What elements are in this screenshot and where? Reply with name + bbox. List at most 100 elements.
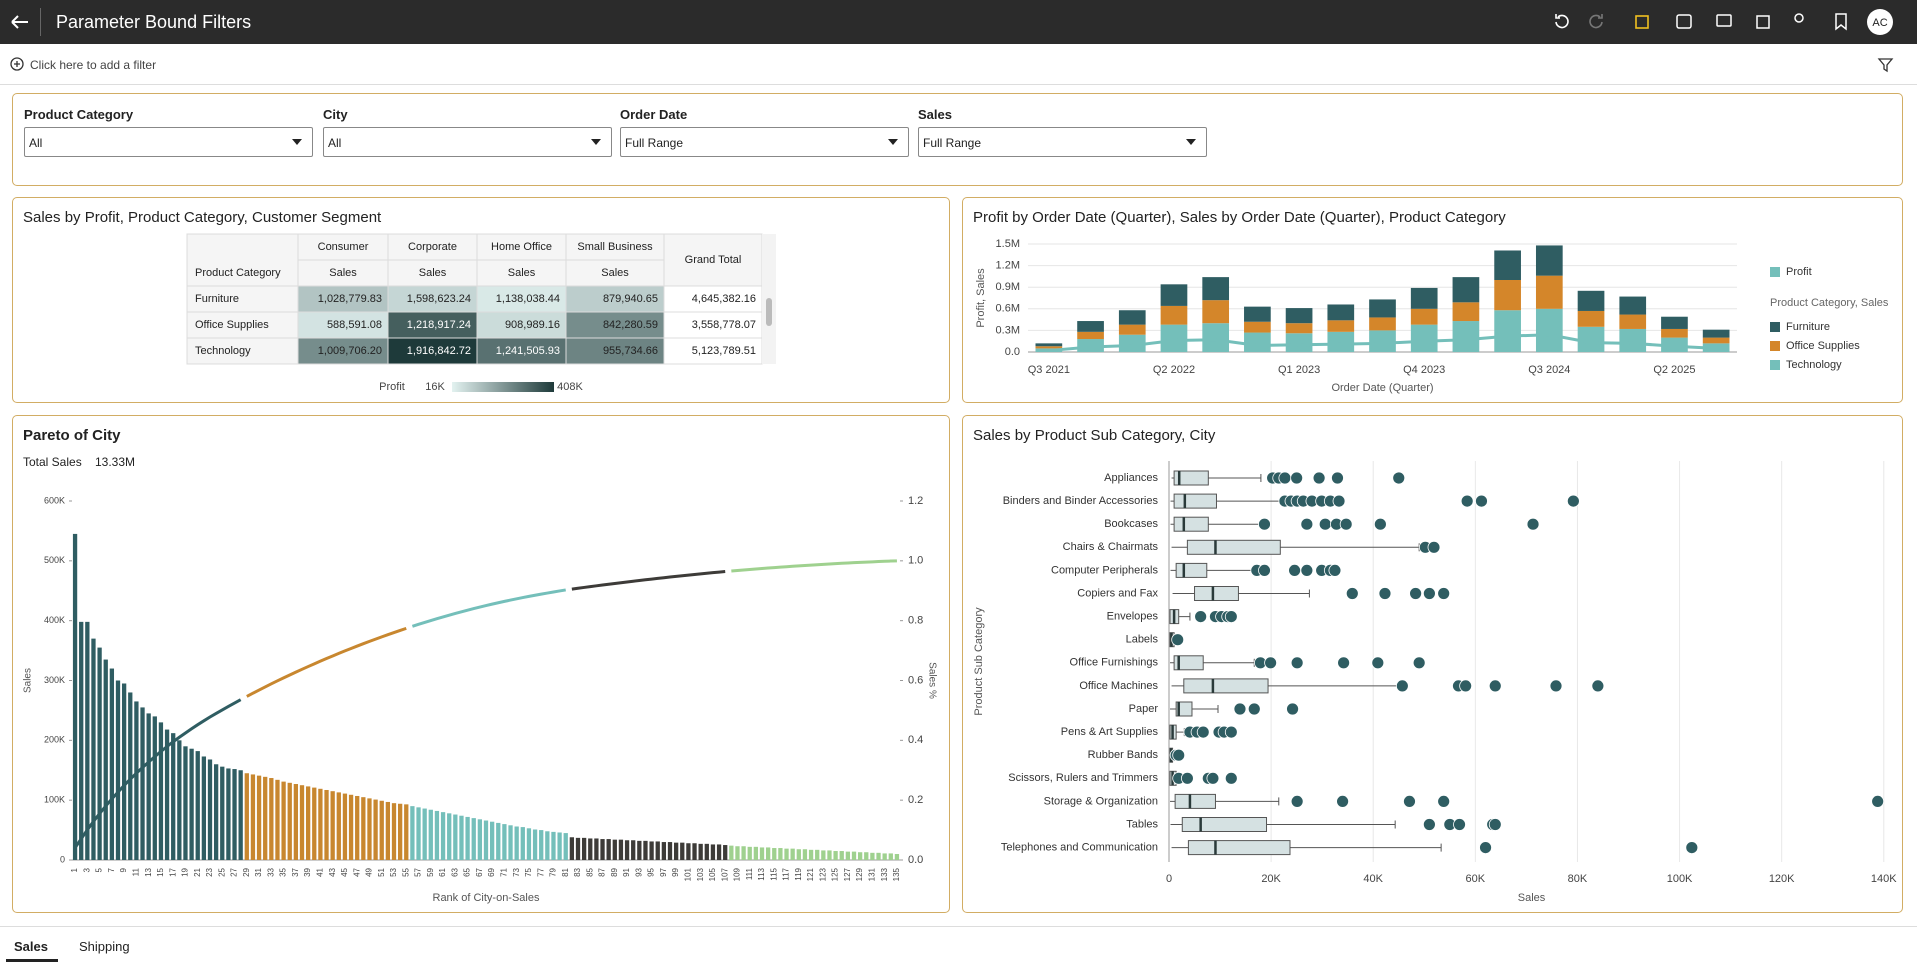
y2-tick-label: 0.2 bbox=[908, 794, 923, 806]
bar bbox=[239, 770, 243, 860]
redo-icon[interactable] bbox=[1590, 14, 1602, 27]
data-icon[interactable] bbox=[1677, 15, 1691, 28]
bar-segment bbox=[1244, 333, 1271, 352]
x-tick-label: 3 bbox=[82, 867, 91, 872]
bar-segment bbox=[1286, 333, 1313, 352]
x-tick-label: 85 bbox=[585, 867, 594, 876]
avatar[interactable]: AC bbox=[1866, 8, 1894, 36]
category-label: Appliances bbox=[1104, 472, 1158, 484]
add-filter-icon[interactable] bbox=[9, 56, 25, 72]
filter-icon[interactable] bbox=[1877, 56, 1895, 74]
y2-tick-label: 0.8 bbox=[908, 615, 923, 627]
user-icon[interactable] bbox=[1795, 14, 1803, 22]
y2-tick-label: 0.6 bbox=[908, 674, 923, 686]
bar bbox=[760, 847, 764, 860]
chart-title: Sales by Product Sub Category, City bbox=[973, 427, 1216, 444]
bar-segment bbox=[1161, 325, 1188, 352]
outlier bbox=[1291, 472, 1303, 484]
bar bbox=[545, 831, 549, 860]
bar bbox=[674, 843, 678, 860]
bar-segment bbox=[1536, 309, 1563, 352]
filter-select[interactable]: All bbox=[323, 127, 612, 157]
bar bbox=[791, 849, 795, 860]
bar bbox=[343, 794, 347, 860]
bar bbox=[214, 764, 218, 860]
outlier bbox=[1181, 772, 1193, 784]
filter-select[interactable]: All bbox=[24, 127, 313, 157]
bar bbox=[889, 853, 893, 860]
bar bbox=[361, 797, 365, 860]
bar bbox=[453, 815, 457, 860]
outlier bbox=[1319, 518, 1331, 530]
category-label: Rubber Bands bbox=[1088, 749, 1159, 761]
bar bbox=[784, 849, 788, 860]
outlier bbox=[1172, 634, 1184, 646]
column-header: Small Business bbox=[577, 241, 653, 253]
bar bbox=[533, 829, 537, 860]
legend-label: Profit bbox=[1786, 266, 1812, 278]
cell-value: 1,218,917.24 bbox=[407, 319, 471, 331]
x-tick-label: 53 bbox=[389, 867, 398, 876]
legend-swatch bbox=[1770, 267, 1780, 277]
x-tick-label: 129 bbox=[855, 867, 864, 881]
cell-value: 1,138,038.44 bbox=[496, 293, 560, 305]
comment-icon[interactable] bbox=[1717, 15, 1731, 26]
edit-icon[interactable] bbox=[1636, 16, 1648, 28]
tab[interactable]: Sales bbox=[14, 939, 48, 954]
bar bbox=[686, 843, 690, 860]
y2-tick-label: 0.0 bbox=[908, 854, 923, 866]
y-tick-label: 1.5M bbox=[996, 238, 1020, 250]
bar bbox=[551, 832, 555, 860]
header-bar: Parameter Bound Filters AC bbox=[0, 0, 1917, 44]
x-tick-label: 97 bbox=[659, 867, 668, 876]
bar bbox=[153, 716, 157, 860]
x-tick-label: 87 bbox=[598, 867, 607, 876]
x-tick-label: 17 bbox=[168, 867, 177, 876]
filter-select[interactable]: Full Range bbox=[620, 127, 909, 157]
bar bbox=[275, 780, 279, 860]
x-tick-label: 91 bbox=[622, 867, 631, 876]
outlier bbox=[1195, 611, 1207, 623]
bar bbox=[637, 841, 641, 860]
bar bbox=[294, 784, 298, 860]
pivot-table: Sales by Profit, Product Category, Custo… bbox=[13, 198, 949, 402]
panel: Sales by Profit, Product Category, Custo… bbox=[12, 197, 950, 403]
bar bbox=[797, 849, 801, 860]
y-tick-label: 0.0 bbox=[1005, 346, 1020, 358]
export-icon[interactable] bbox=[1757, 16, 1769, 28]
bar bbox=[815, 850, 819, 860]
x-tick-label: 51 bbox=[377, 867, 386, 876]
outlier bbox=[1567, 495, 1579, 507]
filter-select[interactable]: Full Range bbox=[918, 127, 1207, 157]
x-tick-label: 120K bbox=[1769, 873, 1795, 885]
undo-icon[interactable] bbox=[1556, 14, 1568, 27]
bar bbox=[582, 838, 586, 860]
bar bbox=[208, 759, 212, 860]
cell-value: 879,940.65 bbox=[603, 293, 658, 305]
y-tick-label: 300K bbox=[44, 675, 65, 685]
category-label: Office Furnishings bbox=[1070, 657, 1159, 669]
add-filter-prompt[interactable]: Click here to add a filter bbox=[30, 58, 156, 72]
x-tick-label: 140K bbox=[1871, 873, 1897, 885]
legend-label: Furniture bbox=[1786, 321, 1830, 333]
tab[interactable]: Shipping bbox=[79, 939, 130, 954]
outlier bbox=[1461, 495, 1473, 507]
bar bbox=[85, 622, 89, 860]
bar bbox=[122, 683, 126, 860]
x-tick-label: 79 bbox=[549, 867, 558, 876]
y-axis-title: Product Sub Category bbox=[973, 607, 985, 716]
x-tick-label: 101 bbox=[684, 867, 693, 881]
bar-segment bbox=[1202, 277, 1229, 300]
outlier bbox=[1872, 795, 1884, 807]
outlier bbox=[1480, 842, 1492, 854]
bookmark-icon[interactable] bbox=[1836, 14, 1846, 29]
back-button[interactable] bbox=[6, 0, 36, 44]
bar bbox=[447, 813, 451, 860]
outlier bbox=[1393, 472, 1405, 484]
bar-segment bbox=[1453, 321, 1480, 352]
bar bbox=[833, 851, 837, 860]
cell-value: 1,009,706.20 bbox=[318, 345, 382, 357]
bar-segment bbox=[1327, 320, 1354, 332]
outlier bbox=[1527, 518, 1539, 530]
bar-segment bbox=[1411, 325, 1438, 352]
